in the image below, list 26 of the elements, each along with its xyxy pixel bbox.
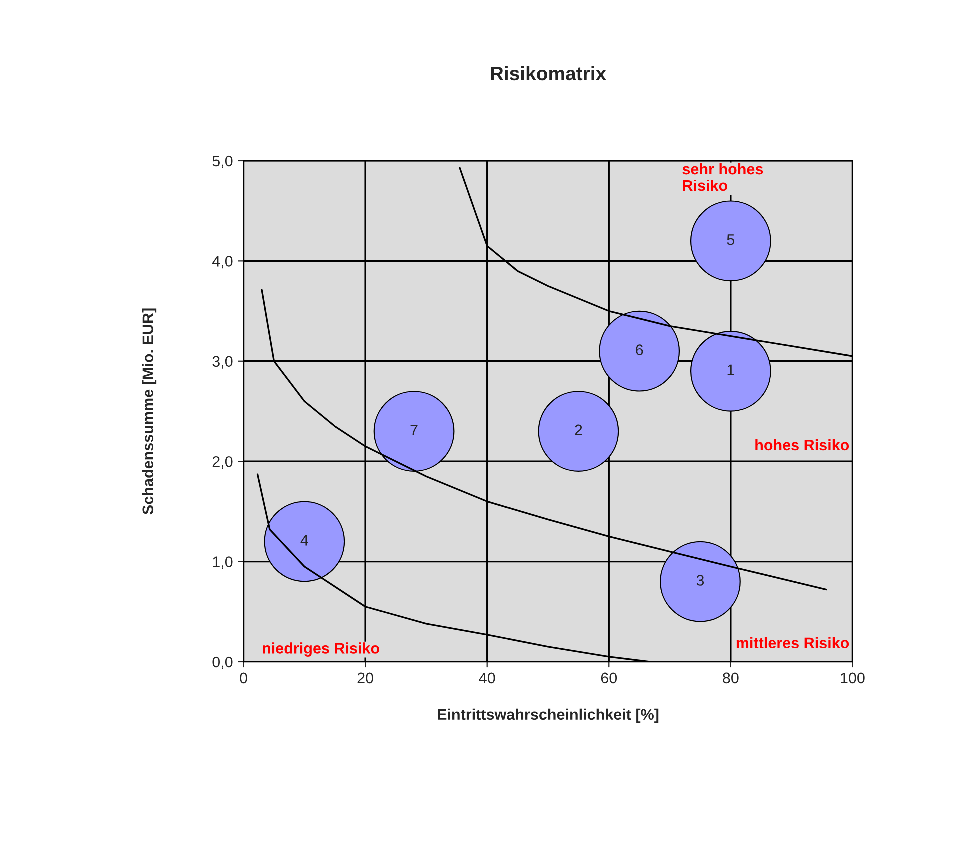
annotation: 2 <box>575 424 582 436</box>
annotation: 1 <box>728 364 734 376</box>
annotation: 5 <box>727 234 735 246</box>
x-axis-title: Eintrittswahrscheinlichkeit [%] <box>438 708 659 724</box>
y-tick-label: 5,0 <box>212 156 233 168</box>
y-axis-title: Schadenssumme [Mio. EUR] <box>142 308 157 515</box>
y-tick-label: 0,0 <box>212 656 233 670</box>
annotation: 7 <box>410 424 418 436</box>
y-tick-label: 2,0 <box>212 456 233 470</box>
annotation: 4 <box>300 535 308 546</box>
chart-title: Risikomatrix <box>491 66 606 81</box>
annotation: sehr hohes Risiko <box>682 163 764 192</box>
annotation: hohes Risiko <box>756 439 850 451</box>
annotation: mittleres Risiko <box>736 637 850 649</box>
annotation: 3 <box>696 575 704 586</box>
annotation: 6 <box>636 344 644 356</box>
x-tick-label: 80 <box>723 672 739 684</box>
x-tick-label: 0 <box>240 672 248 684</box>
annotation: niedriges Risiko <box>263 642 380 657</box>
y-tick-label: 1,0 <box>213 556 233 570</box>
x-tick-label: 40 <box>479 672 496 684</box>
x-tick-label: 60 <box>601 672 618 684</box>
y-tick-label: 4,0 <box>212 256 233 269</box>
x-tick-label: 20 <box>358 672 374 684</box>
y-tick-label: 3,0 <box>212 356 233 369</box>
x-tick-label: 100 <box>841 672 865 684</box>
